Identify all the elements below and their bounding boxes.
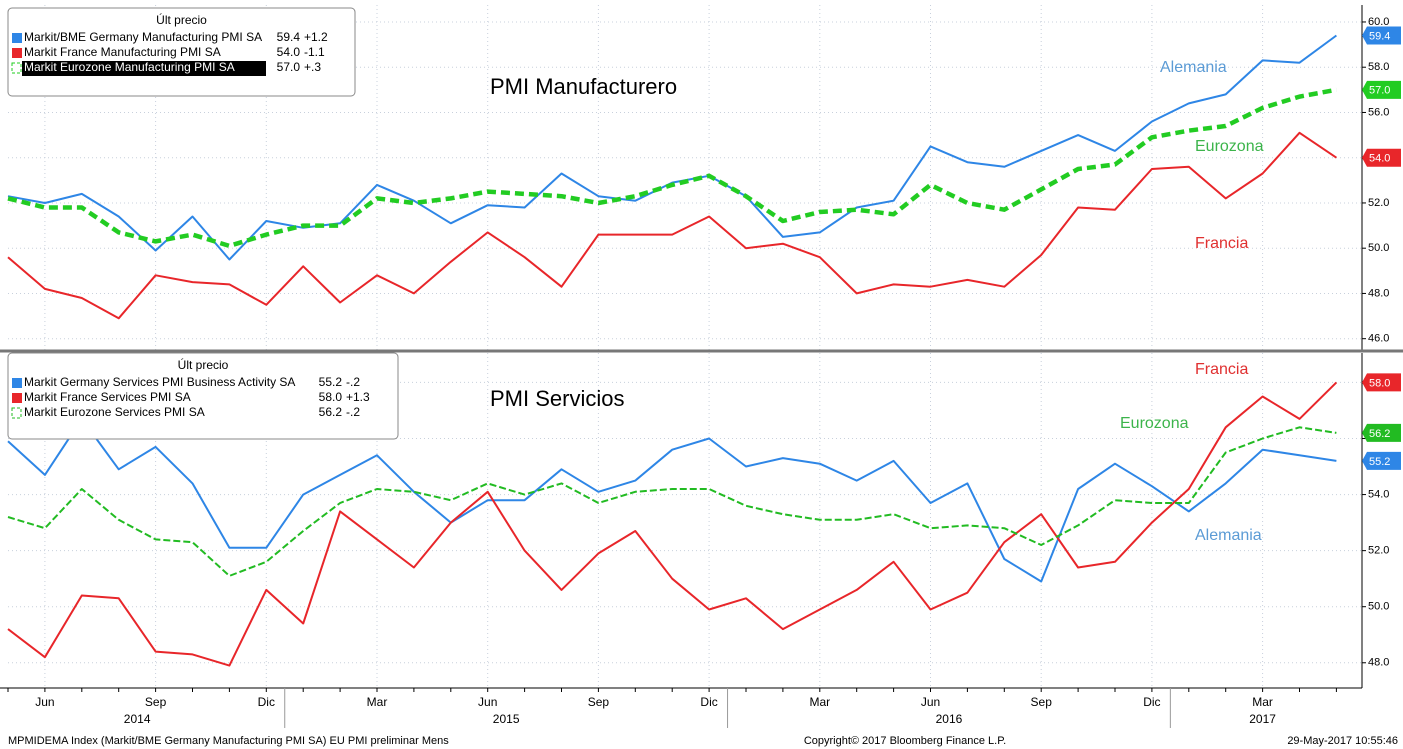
legend-last: 59.4 bbox=[277, 30, 301, 44]
legend-last: 55.2 bbox=[319, 375, 343, 389]
x-tick-label: Jun bbox=[478, 695, 497, 709]
series-annotation: Eurozona bbox=[1195, 138, 1264, 155]
x-year-label: 2015 bbox=[493, 712, 520, 726]
legend-entry: Markit Eurozone Manufacturing PMI SA bbox=[24, 60, 235, 74]
x-year-label: 2016 bbox=[936, 712, 963, 726]
x-year-label: 2017 bbox=[1249, 712, 1276, 726]
y-tick-label: 48.0 bbox=[1368, 657, 1389, 669]
last-value-label: 55.2 bbox=[1369, 456, 1390, 468]
x-tick-label: Sep bbox=[1031, 695, 1053, 709]
legend-swatch bbox=[11, 62, 22, 74]
footer-right: 29-May-2017 10:55:46 bbox=[1287, 735, 1398, 747]
legend-entry: Markit France Manufacturing PMI SA bbox=[24, 45, 221, 59]
legend-title: Últ precio bbox=[178, 357, 229, 372]
footer-center: Copyright© 2017 Bloomberg Finance L.P. bbox=[804, 735, 1006, 747]
chart-title: PMI Servicios bbox=[490, 386, 624, 411]
last-value-label: 59.4 bbox=[1369, 30, 1390, 42]
legend-swatch bbox=[12, 378, 22, 388]
x-tick-label: Mar bbox=[1252, 695, 1273, 709]
legend-change: +1.2 bbox=[304, 30, 328, 44]
y-tick-label: 56.0 bbox=[1368, 106, 1389, 118]
y-tick-label: 52.0 bbox=[1368, 197, 1389, 209]
legend-entry: Markit Eurozone Services PMI SA bbox=[24, 405, 205, 419]
legend-change: +.3 bbox=[304, 60, 321, 74]
y-tick-label: 50.0 bbox=[1368, 601, 1389, 613]
legend-last: 54.0 bbox=[277, 45, 301, 59]
series-annotation: Francia bbox=[1195, 235, 1248, 252]
series-line bbox=[7, 87, 1337, 249]
y-tick-label: 58.0 bbox=[1368, 61, 1389, 73]
last-value-badge bbox=[1362, 80, 1401, 99]
x-tick-label: Mar bbox=[367, 695, 388, 709]
series-annotation: Eurozona bbox=[1120, 415, 1189, 432]
footer-left: MPMIDEMA Index (Markit/BME Germany Manuf… bbox=[8, 735, 449, 747]
y-tick-label: 46.0 bbox=[1368, 333, 1389, 345]
legend-entry: Markit/BME Germany Manufacturing PMI SA bbox=[24, 30, 262, 44]
y-tick-label: 54.0 bbox=[1368, 488, 1389, 500]
legend-change: -.2 bbox=[346, 375, 360, 389]
x-tick-label: Jun bbox=[921, 695, 940, 709]
legend-change: +1.3 bbox=[346, 390, 370, 404]
last-value-label: 57.0 bbox=[1369, 85, 1390, 97]
x-tick-label: Mar bbox=[809, 695, 830, 709]
legend-entry: Markit France Services PMI SA bbox=[24, 390, 191, 404]
last-value-badge bbox=[1362, 423, 1401, 442]
legend-highlight bbox=[22, 61, 266, 76]
series-line bbox=[7, 417, 1337, 583]
legend-last: 56.2 bbox=[319, 405, 343, 419]
y-tick-label: 50.0 bbox=[1368, 242, 1389, 254]
y-tick-label: 60.0 bbox=[1368, 16, 1389, 28]
legend-last: 57.0 bbox=[277, 60, 301, 74]
legend-swatch bbox=[11, 407, 22, 419]
last-value-badge bbox=[1362, 373, 1401, 392]
legend-last: 58.0 bbox=[319, 390, 343, 404]
series-annotation: Francia bbox=[1195, 361, 1248, 378]
legend-entry: Markit Germany Services PMI Business Act… bbox=[24, 375, 295, 389]
series-line bbox=[7, 381, 1338, 667]
last-value-label: 58.0 bbox=[1369, 377, 1390, 389]
series-annotation: Alemania bbox=[1160, 59, 1227, 76]
legend-change: -1.1 bbox=[304, 45, 325, 59]
last-value-badge bbox=[1362, 26, 1401, 45]
x-year-label: 2014 bbox=[124, 712, 151, 726]
series-line bbox=[7, 131, 1337, 320]
legend-change: -.2 bbox=[346, 405, 360, 419]
legend-box bbox=[7, 352, 399, 440]
y-tick-label: 52.0 bbox=[1368, 545, 1389, 557]
last-value-badge bbox=[1362, 148, 1401, 167]
x-tick-label: Dic bbox=[1143, 695, 1160, 709]
x-tick-label: Sep bbox=[588, 695, 610, 709]
legend-swatch bbox=[12, 48, 22, 58]
x-tick-label: Jun bbox=[35, 695, 54, 709]
series-annotation: Alemania bbox=[1195, 527, 1262, 544]
legend-swatch bbox=[12, 393, 22, 403]
last-value-badge bbox=[1362, 451, 1401, 470]
legend-title: Últ precio bbox=[156, 12, 207, 27]
chart-title: PMI Manufacturero bbox=[490, 74, 677, 99]
y-tick-label: 48.0 bbox=[1368, 287, 1389, 299]
x-tick-label: Dic bbox=[700, 695, 717, 709]
series-line bbox=[7, 426, 1337, 577]
legend-swatch bbox=[12, 33, 22, 43]
last-value-label: 54.0 bbox=[1369, 153, 1390, 165]
x-tick-label: Sep bbox=[145, 695, 167, 709]
x-tick-label: Dic bbox=[258, 695, 275, 709]
last-value-label: 56.2 bbox=[1369, 428, 1390, 440]
